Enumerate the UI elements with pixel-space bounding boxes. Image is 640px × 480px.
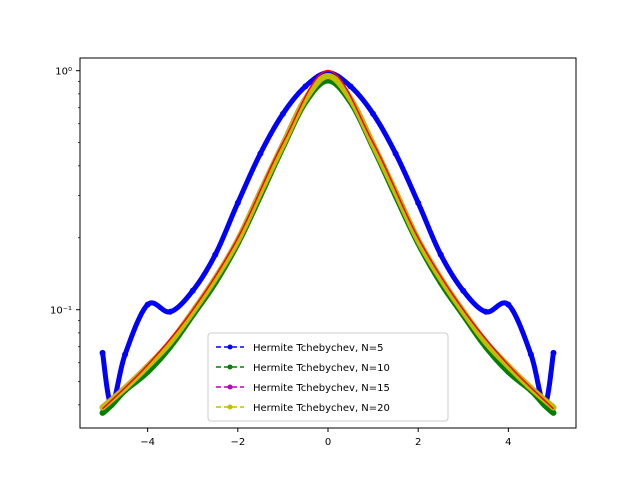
series-1-point — [189, 287, 196, 294]
series-2-point — [99, 409, 106, 416]
reference-curve-line — [102, 69, 554, 410]
series-1-point — [122, 351, 129, 358]
series-4-point — [144, 363, 151, 370]
x-axis: −4 −2 0 2 4 — [140, 428, 512, 448]
legend-label: Hermite Tchebychev, N=5 — [253, 343, 384, 354]
series-1-point — [392, 150, 399, 157]
series-4-point — [505, 363, 512, 370]
legend-marker — [227, 384, 233, 390]
series-1-point — [460, 287, 467, 294]
legend-label: Hermite Tchebychev, N=20 — [253, 403, 390, 414]
series-1-point — [279, 110, 286, 117]
legend-marker — [227, 364, 233, 370]
series-1-point — [212, 251, 219, 258]
series-1-point — [257, 150, 264, 157]
series-1-point — [437, 251, 444, 258]
series-1-point — [415, 199, 422, 206]
legend: Hermite Tchebychev, N=5 Hermite Tchebyche… — [207, 332, 449, 422]
series-4-point — [189, 308, 196, 315]
series-4-point — [437, 275, 444, 282]
x-tick-label: 4 — [505, 437, 511, 448]
series-1-point — [234, 199, 241, 206]
series-1-point — [505, 301, 512, 308]
x-tick-label: −4 — [140, 437, 155, 448]
series-1-point — [527, 351, 534, 358]
x-tick-label: −2 — [230, 437, 245, 448]
series-1-point — [347, 83, 354, 90]
series-1-point — [302, 83, 309, 90]
series-4-point — [550, 404, 557, 411]
legend-box — [207, 332, 449, 422]
series-4-point — [460, 308, 467, 315]
plot-curves — [99, 69, 557, 416]
series-1-point — [167, 308, 174, 315]
series-1-point — [370, 110, 377, 117]
legend-label: Hermite Tchebychev, N=15 — [253, 383, 390, 394]
y-tick-label: 10⁻¹ — [50, 306, 72, 317]
x-tick-label: 0 — [325, 437, 331, 448]
series-1-point — [99, 349, 106, 356]
series-4-point — [325, 73, 331, 80]
series-1-point — [144, 301, 151, 308]
y-tick-label: 10⁰ — [55, 67, 72, 78]
series-2-point — [550, 409, 557, 416]
series-4-point — [99, 404, 106, 411]
legend-label: Hermite Tchebychev, N=10 — [253, 363, 390, 374]
x-tick-label: 2 — [415, 437, 421, 448]
series-4-point — [212, 275, 219, 282]
series-1-point — [482, 308, 489, 315]
legend-marker — [227, 344, 233, 350]
series-1-point — [550, 349, 557, 356]
legend-marker — [227, 404, 233, 410]
y-axis: 10⁻¹ 10⁰ — [50, 67, 80, 406]
